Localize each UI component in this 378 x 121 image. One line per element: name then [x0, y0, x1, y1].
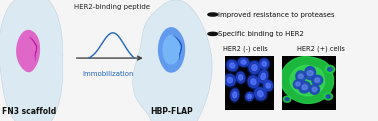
Ellipse shape [296, 82, 300, 86]
Ellipse shape [237, 72, 245, 83]
Ellipse shape [253, 86, 267, 101]
Ellipse shape [258, 68, 269, 84]
Ellipse shape [298, 74, 303, 79]
Polygon shape [163, 35, 180, 65]
Ellipse shape [239, 58, 249, 66]
Ellipse shape [257, 91, 263, 97]
Ellipse shape [312, 87, 317, 92]
Ellipse shape [233, 92, 237, 98]
Ellipse shape [227, 77, 232, 83]
Ellipse shape [223, 73, 237, 87]
Text: HER2 (-) cells: HER2 (-) cells [223, 45, 267, 52]
Ellipse shape [312, 75, 323, 85]
Ellipse shape [249, 62, 260, 74]
Circle shape [208, 32, 218, 35]
Ellipse shape [325, 65, 335, 73]
Ellipse shape [235, 71, 246, 84]
Ellipse shape [299, 82, 310, 93]
Ellipse shape [252, 65, 257, 71]
Ellipse shape [328, 67, 332, 71]
Ellipse shape [285, 98, 289, 101]
Ellipse shape [283, 96, 291, 102]
Ellipse shape [231, 89, 239, 101]
Polygon shape [280, 57, 333, 103]
Ellipse shape [245, 91, 254, 102]
Polygon shape [16, 30, 40, 72]
Ellipse shape [262, 61, 266, 66]
Text: Specific binding to HER2: Specific binding to HER2 [218, 31, 304, 37]
Ellipse shape [264, 81, 273, 91]
Ellipse shape [324, 93, 333, 100]
Ellipse shape [266, 83, 270, 88]
Ellipse shape [307, 71, 313, 76]
Ellipse shape [248, 76, 259, 88]
Ellipse shape [248, 60, 261, 75]
Ellipse shape [259, 70, 268, 83]
Ellipse shape [241, 60, 246, 64]
Ellipse shape [226, 59, 239, 72]
Ellipse shape [230, 63, 235, 68]
Ellipse shape [246, 92, 253, 101]
Polygon shape [133, 0, 212, 121]
Ellipse shape [248, 95, 251, 98]
Ellipse shape [255, 88, 266, 100]
Ellipse shape [239, 75, 243, 80]
Ellipse shape [259, 58, 270, 70]
Ellipse shape [260, 59, 269, 69]
Ellipse shape [296, 71, 306, 82]
Text: Immobilization: Immobilization [82, 71, 133, 77]
Ellipse shape [251, 79, 256, 85]
Ellipse shape [305, 67, 316, 80]
Ellipse shape [237, 57, 250, 67]
Text: HER2-binding peptide: HER2-binding peptide [73, 4, 150, 10]
Ellipse shape [225, 75, 235, 86]
Circle shape [208, 13, 218, 16]
Ellipse shape [261, 73, 265, 79]
Text: HBP-FLAP: HBP-FLAP [150, 107, 194, 116]
Ellipse shape [227, 60, 237, 71]
Ellipse shape [263, 79, 274, 92]
Polygon shape [0, 0, 63, 121]
Ellipse shape [302, 85, 307, 90]
Text: Improved resistance to proteases: Improved resistance to proteases [218, 11, 335, 18]
Ellipse shape [293, 79, 303, 89]
Polygon shape [290, 65, 325, 96]
Ellipse shape [315, 78, 320, 82]
Ellipse shape [230, 87, 240, 102]
Text: FN3 scaffold: FN3 scaffold [2, 107, 57, 116]
Ellipse shape [326, 95, 330, 98]
Text: HER2 (+) cells: HER2 (+) cells [297, 45, 344, 52]
Polygon shape [158, 27, 185, 73]
Ellipse shape [247, 75, 260, 89]
Ellipse shape [310, 85, 319, 94]
